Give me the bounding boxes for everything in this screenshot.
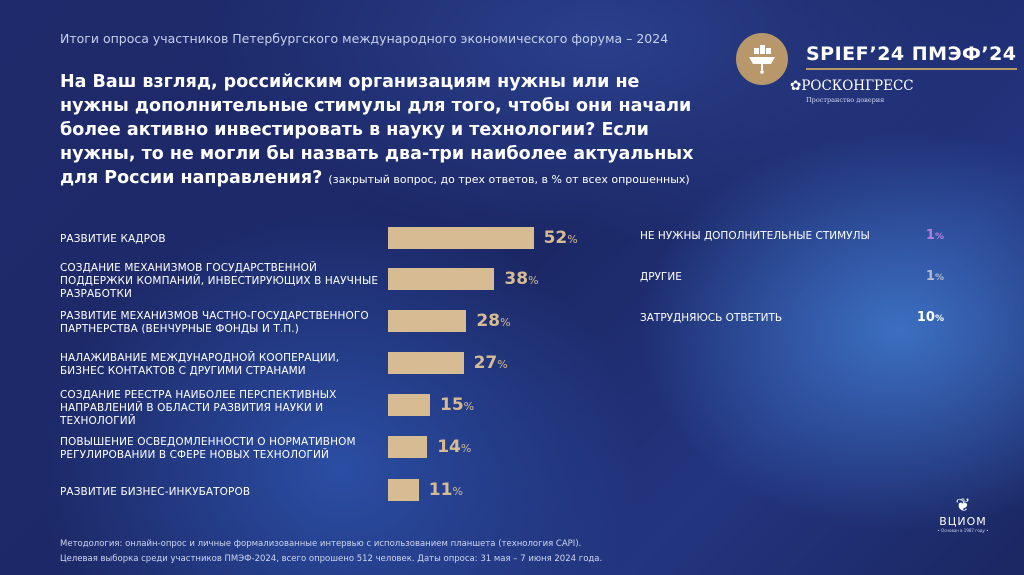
bar	[388, 352, 464, 374]
data-label: 52%	[543, 228, 578, 248]
category-label: СОЗДАНИЕ РЕЕСТРА НАИБОЛЕЕ ПЕРСПЕКТИВНЫХ …	[60, 389, 337, 427]
category-label: РАЗВИТИЕ МЕХАНИЗМОВ ЧАСТНО-ГОСУДАРСТВЕНН…	[60, 310, 369, 335]
subtitle: Итоги опроса участников Петербургского м…	[60, 31, 669, 46]
category-label: РАЗВИТИЕ КАДРОВ	[60, 233, 166, 245]
spief-ship-logo	[736, 33, 788, 85]
category-label: СОЗДАНИЕ МЕХАНИЗМОВ ГОСУДАРСТВЕННОЙ ПОДД…	[60, 262, 379, 300]
bar	[388, 227, 534, 249]
other-answer-value: 1%	[925, 269, 944, 284]
bar	[388, 436, 428, 458]
bar	[388, 310, 467, 332]
roscongress-flower-icon: ✿	[790, 78, 802, 94]
bar	[388, 479, 419, 501]
roscongress-tagline: Пространство доверия	[806, 96, 885, 104]
other-answer-value: 10%	[916, 310, 944, 325]
other-answer-label: ЗАТРУДНЯЮСЬ ОТВЕТИТЬ	[640, 312, 783, 324]
data-label: 28%	[476, 311, 511, 331]
methodology-footer: Методология: онлайн-опрос и личные форма…	[60, 539, 603, 564]
vciom-logo: ❦ ВЦИОМ • Основан в 1987 году •	[935, 495, 991, 534]
data-label: 27%	[473, 353, 508, 373]
data-label: 14%	[437, 437, 472, 457]
data-label: 15%	[440, 395, 475, 415]
spief-logo-text: SPIEF’24 ПМЭФ’24	[806, 43, 1017, 70]
category-label: НАЛАЖИВАНИЕ МЕЖДУНАРОДНОЙ КООПЕРАЦИИ, БИ…	[60, 352, 340, 377]
question-title: На Ваш взгляд, российским организациям н…	[60, 72, 694, 188]
other-answer-label: НЕ НУЖНЫ ДОПОЛНИТЕЛЬНЫЕ СТИМУЛЫ	[640, 230, 870, 242]
category-label: РАЗВИТИЕ БИЗНЕС-ИНКУБАТОРОВ	[60, 486, 251, 498]
category-label: ПОВЫШЕНИЕ ОСВЕДОМЛЕННОСТИ О НОРМАТИВНОМ …	[60, 436, 356, 461]
roscongress-logo: ✿РОСКОНГРЕСС	[790, 78, 914, 94]
data-label: 11%	[428, 480, 463, 500]
other-answer-label: ДРУГИЕ	[640, 271, 682, 283]
bar	[388, 268, 495, 290]
bar	[388, 394, 430, 416]
data-label: 38%	[504, 269, 539, 289]
other-answer-value: 1%	[925, 228, 944, 243]
tree-icon: ❦	[955, 495, 971, 516]
